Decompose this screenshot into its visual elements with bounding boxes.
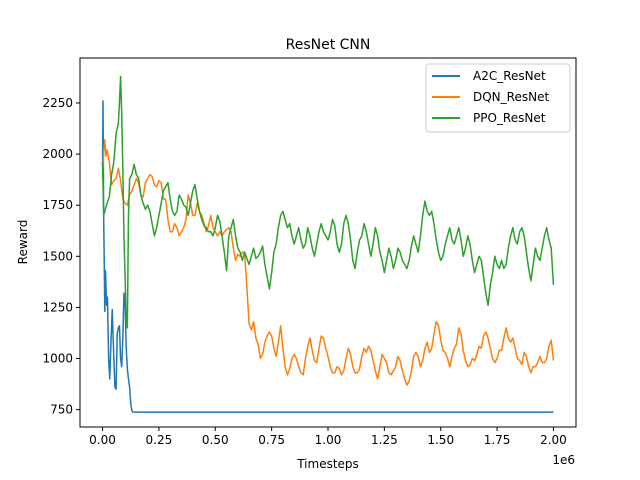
x-tick-label: 1.25 xyxy=(371,433,398,447)
legend-label-dqn-resnet: DQN_ResNet xyxy=(473,90,549,104)
legend-label-a2c-resnet: A2C_ResNet xyxy=(473,69,546,83)
x-axis-offset-label: 1e6 xyxy=(552,453,575,467)
x-tick-label: 1.75 xyxy=(484,433,511,447)
chart-title: ResNet CNN xyxy=(286,37,371,53)
x-axis-ticks: 0.00 0.25 0.50 0.75 1.00 1.25 1.50 1.75 2.00 xyxy=(89,427,567,447)
legend-box xyxy=(425,63,571,133)
series-line-ppo-resnet xyxy=(101,75,555,329)
y-tick-label: 1000 xyxy=(42,352,73,366)
y-tick-label: 750 xyxy=(50,403,73,417)
x-tick-label: 0.00 xyxy=(89,433,116,447)
plot-lines xyxy=(101,75,555,413)
y-tick-label: 1250 xyxy=(42,300,73,314)
series-line-dqn-resnet xyxy=(101,139,555,386)
legend: A2C_ResNet DQN_ResNet PPO_ResNet xyxy=(425,63,571,133)
legend-entries: A2C_ResNet DQN_ResNet PPO_ResNet xyxy=(432,69,549,125)
x-tick-label: 1.50 xyxy=(427,433,454,447)
x-tick-label: 1.00 xyxy=(315,433,342,447)
y-axis-label: Reward xyxy=(16,220,30,265)
y-tick-label: 1500 xyxy=(42,249,73,263)
x-tick-label: 0.75 xyxy=(258,433,285,447)
x-axis-label: Timesteps xyxy=(296,457,359,471)
legend-label-ppo-resnet: PPO_ResNet xyxy=(473,111,546,125)
x-tick-label: 0.50 xyxy=(202,433,229,447)
y-axis-ticks: 750 1000 1250 1500 1750 2000 2250 xyxy=(42,96,80,417)
y-tick-label: 1750 xyxy=(42,198,73,212)
y-tick-label: 2250 xyxy=(42,96,73,110)
series-line-a2c-resnet xyxy=(101,100,554,413)
x-tick-label: 0.25 xyxy=(146,433,173,447)
y-tick-label: 2000 xyxy=(42,147,73,161)
x-tick-label: 2.00 xyxy=(540,433,567,447)
